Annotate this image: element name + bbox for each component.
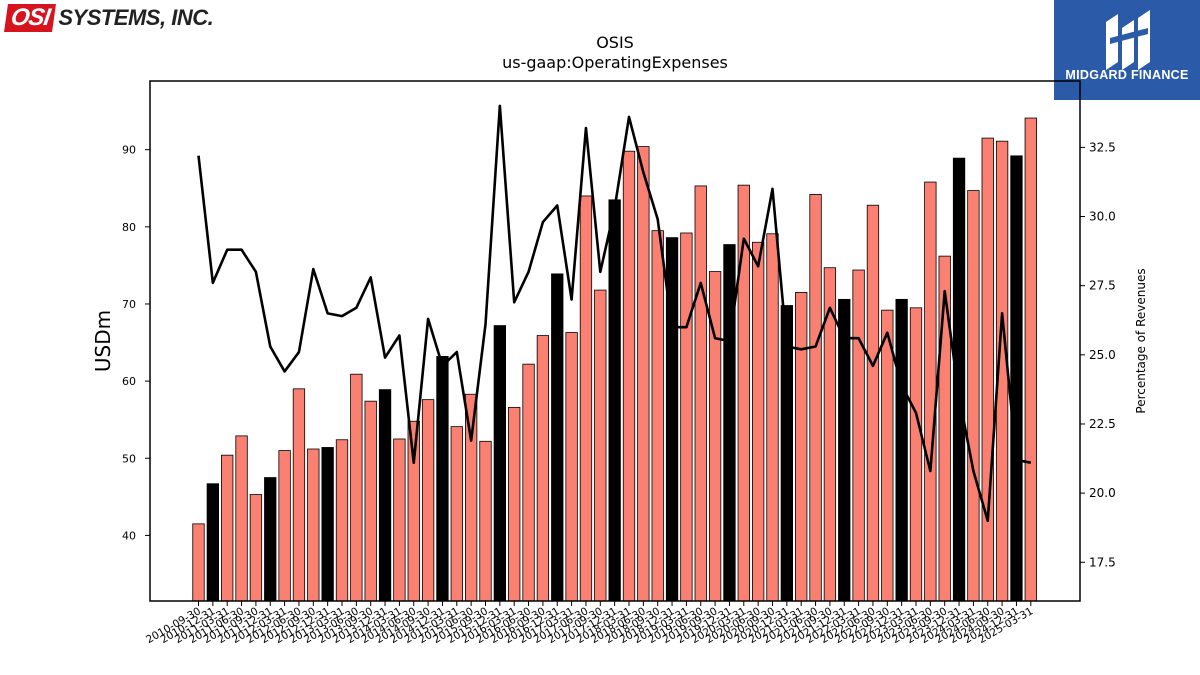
bar-series <box>192 117 1037 602</box>
bar-2012-09-30 <box>307 448 320 602</box>
bar-2012-06-30 <box>292 388 306 602</box>
bar-2024-06-30 <box>981 137 994 602</box>
bar-2024-12-31 <box>1010 155 1023 602</box>
bar-2012-12-31 <box>321 447 334 602</box>
y-tick-label: 50 <box>122 452 136 465</box>
midgard-finance-logo: MIDGARD FINANCE <box>1054 0 1200 100</box>
y-tick-label: 70 <box>122 298 136 311</box>
bar-2013-03-31 <box>335 439 349 602</box>
osi-logo-text: SYSTEMS, INC. <box>58 5 214 30</box>
bar-2018-06-30 <box>637 146 650 602</box>
bar-2011-06-30 <box>235 435 248 602</box>
bar-2018-03-31 <box>622 150 636 602</box>
bar-2022-03-31 <box>852 269 865 602</box>
right-axis: 17.5 20.0 22.5 25.0 27.5 30.0 32.5 <box>1080 140 1116 569</box>
chart-title: OSIS <box>596 33 634 52</box>
bar-2020-12-31 <box>780 305 793 602</box>
bar-2016-06-30 <box>522 363 535 602</box>
y-tick-label: 60 <box>122 375 136 388</box>
bar-2019-12-31 <box>723 244 736 602</box>
bar-2011-12-31 <box>264 477 277 602</box>
bar-2014-09-30 <box>421 399 435 602</box>
bar-2017-03-31 <box>565 332 578 602</box>
bar-2020-06-30 <box>752 241 765 602</box>
bar-2024-03-31 <box>967 190 980 602</box>
line-series <box>197 104 1032 523</box>
y2-tick-label: 32.5 <box>1089 140 1116 154</box>
bar-2013-09-30 <box>364 400 377 602</box>
bar-2017-12-31 <box>608 199 621 602</box>
y2-tick-label: 22.5 <box>1089 417 1116 431</box>
bar-2021-06-30 <box>809 194 822 602</box>
bar-2010-09-30 <box>192 523 205 602</box>
midgard-emblem-icon <box>1106 10 1150 70</box>
bar-2021-03-31 <box>795 291 808 602</box>
osi-systems-logo: OSI SYSTEMS, INC. <box>4 4 214 32</box>
bar-2023-12-31 <box>952 157 966 602</box>
bar-2023-09-30 <box>938 255 951 602</box>
y2-tick-label: 27.5 <box>1089 279 1116 293</box>
bar-2022-12-31 <box>895 298 908 602</box>
percentage-of-revenues-line <box>197 104 1032 523</box>
bar-2010-12-31 <box>206 483 220 602</box>
bar-2018-09-30 <box>651 230 664 602</box>
y-tick-label: 90 <box>122 144 136 157</box>
bar-2014-12-31 <box>436 356 449 602</box>
bar-2021-12-31 <box>838 298 851 602</box>
bar-2014-03-31 <box>393 438 406 602</box>
bar-2015-06-30 <box>464 393 478 602</box>
y2-tick-label: 20.0 <box>1089 486 1116 500</box>
bar-2019-06-30 <box>694 185 707 602</box>
bar-2020-09-30 <box>766 233 779 602</box>
bar-2014-06-30 <box>407 420 420 602</box>
bar-2013-06-30 <box>350 373 363 602</box>
bar-2011-09-30 <box>249 494 263 602</box>
bar-2016-03-31 <box>508 406 521 602</box>
bar-2022-09-30 <box>881 309 894 602</box>
bar-2023-06-30 <box>924 181 937 602</box>
x-axis: 2010-09-302010-12-312011-03-312011-06-30… <box>144 601 1035 646</box>
bar-2017-06-30 <box>579 195 593 602</box>
midgard-finance-text: MIDGARD FINANCE <box>1065 68 1189 82</box>
bar-2013-12-31 <box>378 389 392 602</box>
y2-tick-label: 17.5 <box>1089 555 1116 569</box>
bar-2017-09-30 <box>594 289 607 602</box>
bar-2011-03-31 <box>221 454 234 602</box>
chart-subtitle: us-gaap:OperatingExpenses <box>502 53 728 72</box>
bar-2019-03-31 <box>680 232 693 602</box>
bar-2015-09-30 <box>479 440 492 602</box>
y-tick-label: 80 <box>122 221 136 234</box>
y-tick-label: 40 <box>122 529 136 542</box>
bar-2016-12-31 <box>551 273 564 602</box>
bar-2015-03-31 <box>450 426 463 602</box>
left-axis: 40 50 60 70 80 90 <box>122 144 150 542</box>
bar-2022-06-30 <box>866 204 880 602</box>
bar-2016-09-30 <box>536 335 550 602</box>
y-axis-label: USDm <box>91 310 115 372</box>
y2-tick-label: 30.0 <box>1089 210 1116 224</box>
bar-2025-03-31 <box>1024 117 1037 602</box>
bar-2023-03-31 <box>909 307 923 602</box>
bar-2015-12-31 <box>493 325 507 602</box>
y2-tick-label: 25.0 <box>1089 348 1116 362</box>
y2-axis-label: Percentage of Revenues <box>1134 268 1148 413</box>
bar-2012-03-31 <box>278 450 291 602</box>
